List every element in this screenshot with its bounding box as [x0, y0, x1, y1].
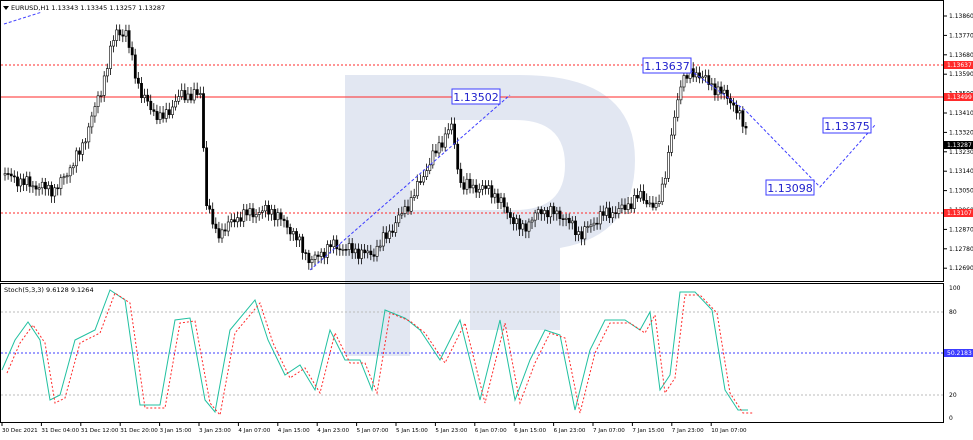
time-axis: 30 Dec 2021 31 Dec 04:00 31 Dec 12:00 31 De…	[1, 423, 747, 434]
time-tick-label: 10 Jan 07:00	[711, 428, 747, 434]
time-tick-label: 5 Jan 23:00	[435, 428, 467, 434]
stoch-tick-label: 100	[949, 285, 961, 292]
stoch-tick-label: 0	[949, 415, 953, 422]
time-tick-label: 31 Dec 12:00	[81, 428, 119, 434]
time-tick-label: 3 Jan 23:00	[199, 428, 231, 434]
price-tag: 1.13107	[944, 209, 973, 217]
time-tick-label: 31 Dec 20:00	[120, 428, 158, 434]
price-tag: 1.13637	[944, 61, 973, 69]
price-tick-label: 1.13860	[949, 13, 973, 20]
symbol-info: EURUSD,H1 1.13343 1.13345 1.13257 1.1328…	[11, 4, 165, 12]
time-tick-label: 7 Jan 15:00	[632, 428, 664, 434]
stoch-main-line	[1, 289, 748, 414]
projection-path-1	[309, 94, 511, 271]
time-tick-label: 7 Jan 07:00	[593, 428, 625, 434]
price-tick-label: 1.13140	[949, 168, 973, 175]
price-tag: 1.13287	[944, 141, 973, 149]
price-tick-label: 1.13050	[949, 188, 973, 195]
annotation-3[interactable]: 1.13375	[822, 117, 872, 134]
price-axis: 1.138601.137701.136801.135901.135001.134…	[943, 13, 973, 272]
annotation-4-text: 1.13098	[767, 182, 813, 195]
annotation-1-text: 1.13502	[453, 91, 499, 104]
annotation-3-text: 1.13375	[824, 120, 870, 133]
candles	[3, 24, 748, 270]
stoch-axis: 100 80 20 0 50.2183	[944, 285, 973, 422]
stoch-panel	[0, 283, 944, 423]
time-tick-label: 4 Jan 07:00	[238, 428, 270, 434]
price-tick-label: 1.13590	[949, 71, 973, 78]
svg-text:1.13287: 1.13287	[947, 142, 972, 149]
stoch-level-tag: 50.2183	[944, 349, 973, 357]
price-tick-label: 1.13680	[949, 52, 973, 59]
drawn-trend-line[interactable]	[3, 11, 43, 25]
symbol-dropdown-icon[interactable]	[3, 6, 9, 10]
stoch-info: Stoch(5,3,3) 9.6128 9.1264	[4, 286, 94, 294]
time-tick-label: 3 Jan 15:00	[160, 428, 192, 434]
time-tick-label: 5 Jan 15:00	[396, 428, 428, 434]
stoch-tick-label: 20	[949, 392, 957, 399]
projection-path-2	[689, 69, 876, 188]
price-tick-label: 1.12780	[949, 246, 973, 253]
time-tick-label: 4 Jan 15:00	[278, 428, 310, 434]
time-tick-label: 5 Jan 07:00	[357, 428, 389, 434]
time-tick-label: 7 Jan 23:00	[672, 428, 704, 434]
annotation-2-text: 1.13637	[644, 60, 690, 73]
stoch-signal-line	[6, 292, 753, 417]
price-tick-label: 1.13230	[949, 149, 973, 156]
time-tick-label: 31 Dec 04:00	[41, 428, 79, 434]
watermark-logo	[345, 75, 635, 356]
annotation-2[interactable]: 1.13637	[642, 57, 692, 74]
svg-text:50.2183: 50.2183	[947, 350, 972, 357]
price-tick-label: 1.12870	[949, 226, 973, 233]
svg-text:1.13107: 1.13107	[947, 210, 972, 217]
time-tick-label: 30 Dec 2021	[2, 428, 38, 434]
time-tick-label: 4 Jan 23:00	[317, 428, 349, 434]
stoch-tick-label: 80	[949, 309, 957, 316]
annotation-4[interactable]: 1.13098	[765, 179, 815, 196]
price-tick-label: 1.12690	[949, 265, 973, 272]
price-tick-label: 1.13770	[949, 32, 973, 39]
time-tick-label: 6 Jan 07:00	[475, 428, 507, 434]
annotation-1[interactable]: 1.13502	[451, 88, 501, 105]
time-tick-label: 6 Jan 15:00	[514, 428, 546, 434]
price-tag: 1.13499	[944, 93, 973, 101]
price-panel	[0, 0, 944, 282]
svg-text:1.13637: 1.13637	[947, 62, 972, 69]
price-tick-label: 1.13320	[949, 129, 973, 136]
time-tick-label: 6 Jan 23:00	[554, 428, 586, 434]
price-tick-label: 1.13410	[949, 110, 973, 117]
svg-text:1.13499: 1.13499	[947, 94, 972, 101]
